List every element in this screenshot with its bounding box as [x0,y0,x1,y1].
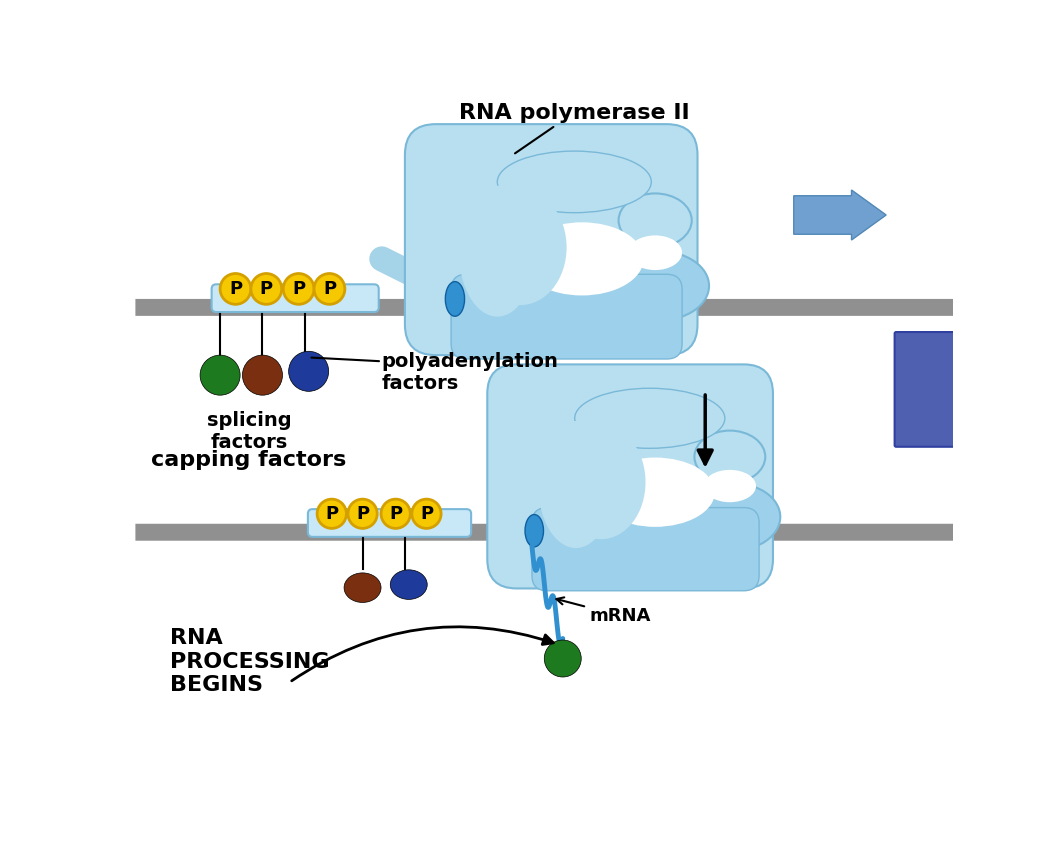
Ellipse shape [390,570,427,600]
Circle shape [348,499,377,529]
Text: RNA
PROCESSING
BEGINS: RNA PROCESSING BEGINS [170,628,329,695]
Ellipse shape [575,388,725,448]
Ellipse shape [609,251,709,321]
FancyArrow shape [793,190,886,240]
FancyBboxPatch shape [451,274,682,359]
FancyBboxPatch shape [136,524,954,541]
Circle shape [242,355,282,395]
Ellipse shape [684,483,781,551]
Text: P: P [356,504,370,523]
FancyBboxPatch shape [532,508,759,591]
Ellipse shape [344,573,381,603]
Ellipse shape [618,194,691,248]
Circle shape [318,499,346,529]
Circle shape [314,274,345,304]
Text: polyadenylation
factors: polyadenylation factors [382,352,559,393]
Text: capping factors: capping factors [151,450,346,470]
Circle shape [220,274,251,304]
Text: P: P [419,504,433,523]
FancyBboxPatch shape [894,332,955,447]
Circle shape [289,351,328,392]
Circle shape [200,355,240,395]
Text: P: P [389,504,402,523]
Circle shape [284,274,314,304]
Ellipse shape [538,421,614,548]
Text: mRNA: mRNA [556,597,651,625]
Ellipse shape [695,430,766,483]
Text: P: P [292,280,305,298]
FancyBboxPatch shape [487,365,773,589]
Text: P: P [229,280,242,298]
Ellipse shape [497,151,651,213]
Text: RNA polymerase II: RNA polymerase II [459,103,689,153]
Ellipse shape [704,470,756,502]
Ellipse shape [596,457,715,527]
Circle shape [544,640,581,677]
Text: P: P [325,504,339,523]
Text: P: P [323,280,336,298]
Text: P: P [260,280,273,298]
FancyBboxPatch shape [211,285,379,312]
Ellipse shape [520,222,644,296]
FancyBboxPatch shape [308,509,472,537]
Text: splicing
factors: splicing factors [207,412,292,452]
Ellipse shape [475,189,567,305]
Circle shape [412,499,441,529]
Ellipse shape [556,425,646,539]
Ellipse shape [525,514,544,546]
Circle shape [381,499,410,529]
Ellipse shape [459,186,536,317]
Ellipse shape [445,281,464,317]
FancyBboxPatch shape [405,124,698,355]
FancyBboxPatch shape [136,299,954,316]
Ellipse shape [629,236,682,270]
Circle shape [251,274,281,304]
